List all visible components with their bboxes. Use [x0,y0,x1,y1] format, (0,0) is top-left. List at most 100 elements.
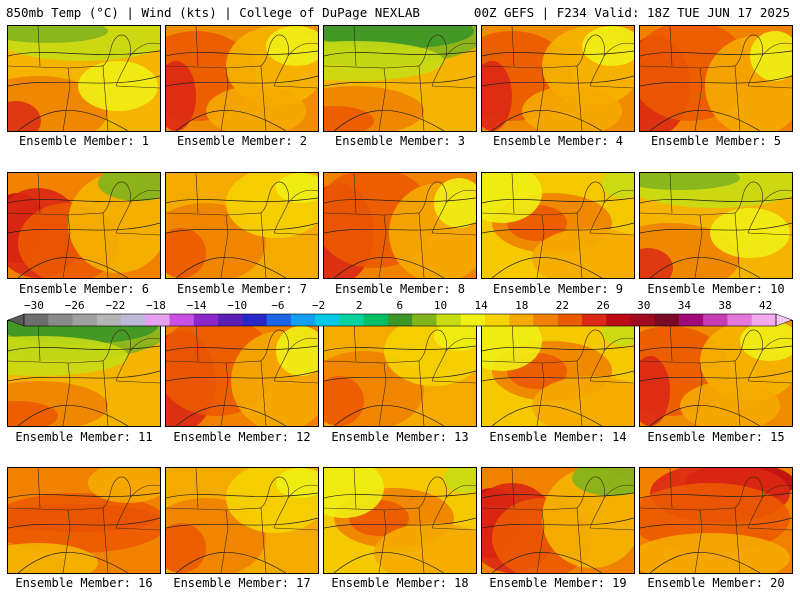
ensemble-member-label: Ensemble Member: 8 [334,282,466,296]
colorbar-max-arrow [775,313,793,327]
height-contour [649,552,761,573]
ensemble-member-map [7,25,161,132]
temperature-shading [482,173,542,223]
ensemble-member-label: Ensemble Member: 20 [647,576,785,590]
state-boundary [431,85,476,89]
temperature-shading [8,493,160,553]
state-boundary [589,85,634,89]
state-boundary [129,337,160,352]
ensemble-member-map [323,320,477,427]
colorbar-swatch [654,314,680,326]
height-contour [324,50,476,57]
height-contour [175,552,287,573]
height-contour [640,492,792,499]
temperature-shading [740,321,792,361]
height-contour [166,50,318,57]
temperature-shading [680,381,780,426]
height-contour [8,345,160,352]
state-boundary [511,26,515,67]
state-boundary [640,360,703,426]
state-boundary [102,34,131,87]
colorbar-tick-label: 10 [433,299,448,312]
temperature-shading [434,321,476,351]
state-boundary [37,468,41,509]
colorbar-swatch [581,314,607,326]
colorbar-tick-label: −14 [186,299,207,312]
height-contour [482,345,634,352]
ensemble-member-map [323,172,477,279]
colorbar-tick-labels: −30 −26 −22 −18 −14 −10 −6 −2 2 6 10 14 18 22 26 30 34 38… [6,300,794,313]
state-boundary [482,507,545,573]
height-contour [166,492,318,499]
colorbar-tick-label: 38 [718,299,732,312]
colorbar-swatch [557,314,583,326]
height-contour [17,405,129,426]
state-boundary [640,507,703,573]
ensemble-member-label: Ensemble Member: 19 [489,576,627,590]
ensemble-member-map [7,467,161,574]
temperature-shading [276,468,318,498]
height-contour [175,257,287,278]
temperature-shading [482,61,512,131]
state-boundary [115,527,160,531]
height-contour [8,222,160,234]
ensemble-member-map [481,172,635,279]
state-boundary [102,329,131,382]
state-boundary [129,484,160,499]
state-boundary [603,42,634,57]
height-contour [17,110,129,131]
state-boundary [747,85,792,89]
colorbar-tick-label: 6 [396,299,404,312]
ensemble-member-label: Ensemble Member: 14 [489,430,627,444]
colorbar-swatch [678,314,704,326]
state-boundary [260,34,289,87]
state-boundary [445,42,476,57]
temperature-shading [266,26,318,66]
height-contour [324,492,476,499]
temperature-shading [532,376,634,426]
temperature-shading [602,321,634,346]
state-boundary [195,321,199,362]
height-contour [8,517,160,529]
state-boundary [589,380,634,384]
height-contour [17,257,129,278]
colorbar-swatch [412,314,437,326]
height-contour [175,110,287,131]
height-contour [17,552,129,573]
state-boundary [669,321,673,362]
height-contour [166,345,318,352]
state-boundary [589,232,634,236]
height-contour [649,110,761,131]
ensemble-member-map [323,467,477,574]
state-boundary [576,329,605,382]
state-boundary [324,212,387,278]
temperature-shading [602,173,634,198]
state-boundary [734,34,763,87]
height-contour [491,552,603,573]
colorbar-tick-label: −22 [105,299,126,312]
state-boundary [273,232,318,236]
ensemble-member-label: Ensemble Member: 16 [15,576,153,590]
ensemble-member-map [639,467,793,574]
height-contour [324,75,476,87]
temperature-shading [324,106,374,131]
state-boundary [324,65,387,131]
state-boundary [734,476,763,529]
colorbar-swatch [339,314,365,326]
temperature-shading [640,248,673,278]
state-boundary [418,34,447,87]
state-boundary [445,484,476,499]
ensemble-member-label: Ensemble Member: 12 [173,430,311,444]
colorbar-swatch [363,314,389,326]
height-contour [491,110,603,131]
state-boundary [353,321,357,362]
state-boundary [418,476,447,529]
state-boundary [734,329,763,382]
temperature-shading [8,401,58,426]
ensemble-member-map [165,172,319,279]
state-boundary [37,321,41,362]
temperature-shading [206,86,306,131]
height-contour [491,257,603,278]
ensemble-member-label: Ensemble Member: 6 [18,282,150,296]
colorbar-swatch [242,314,267,326]
